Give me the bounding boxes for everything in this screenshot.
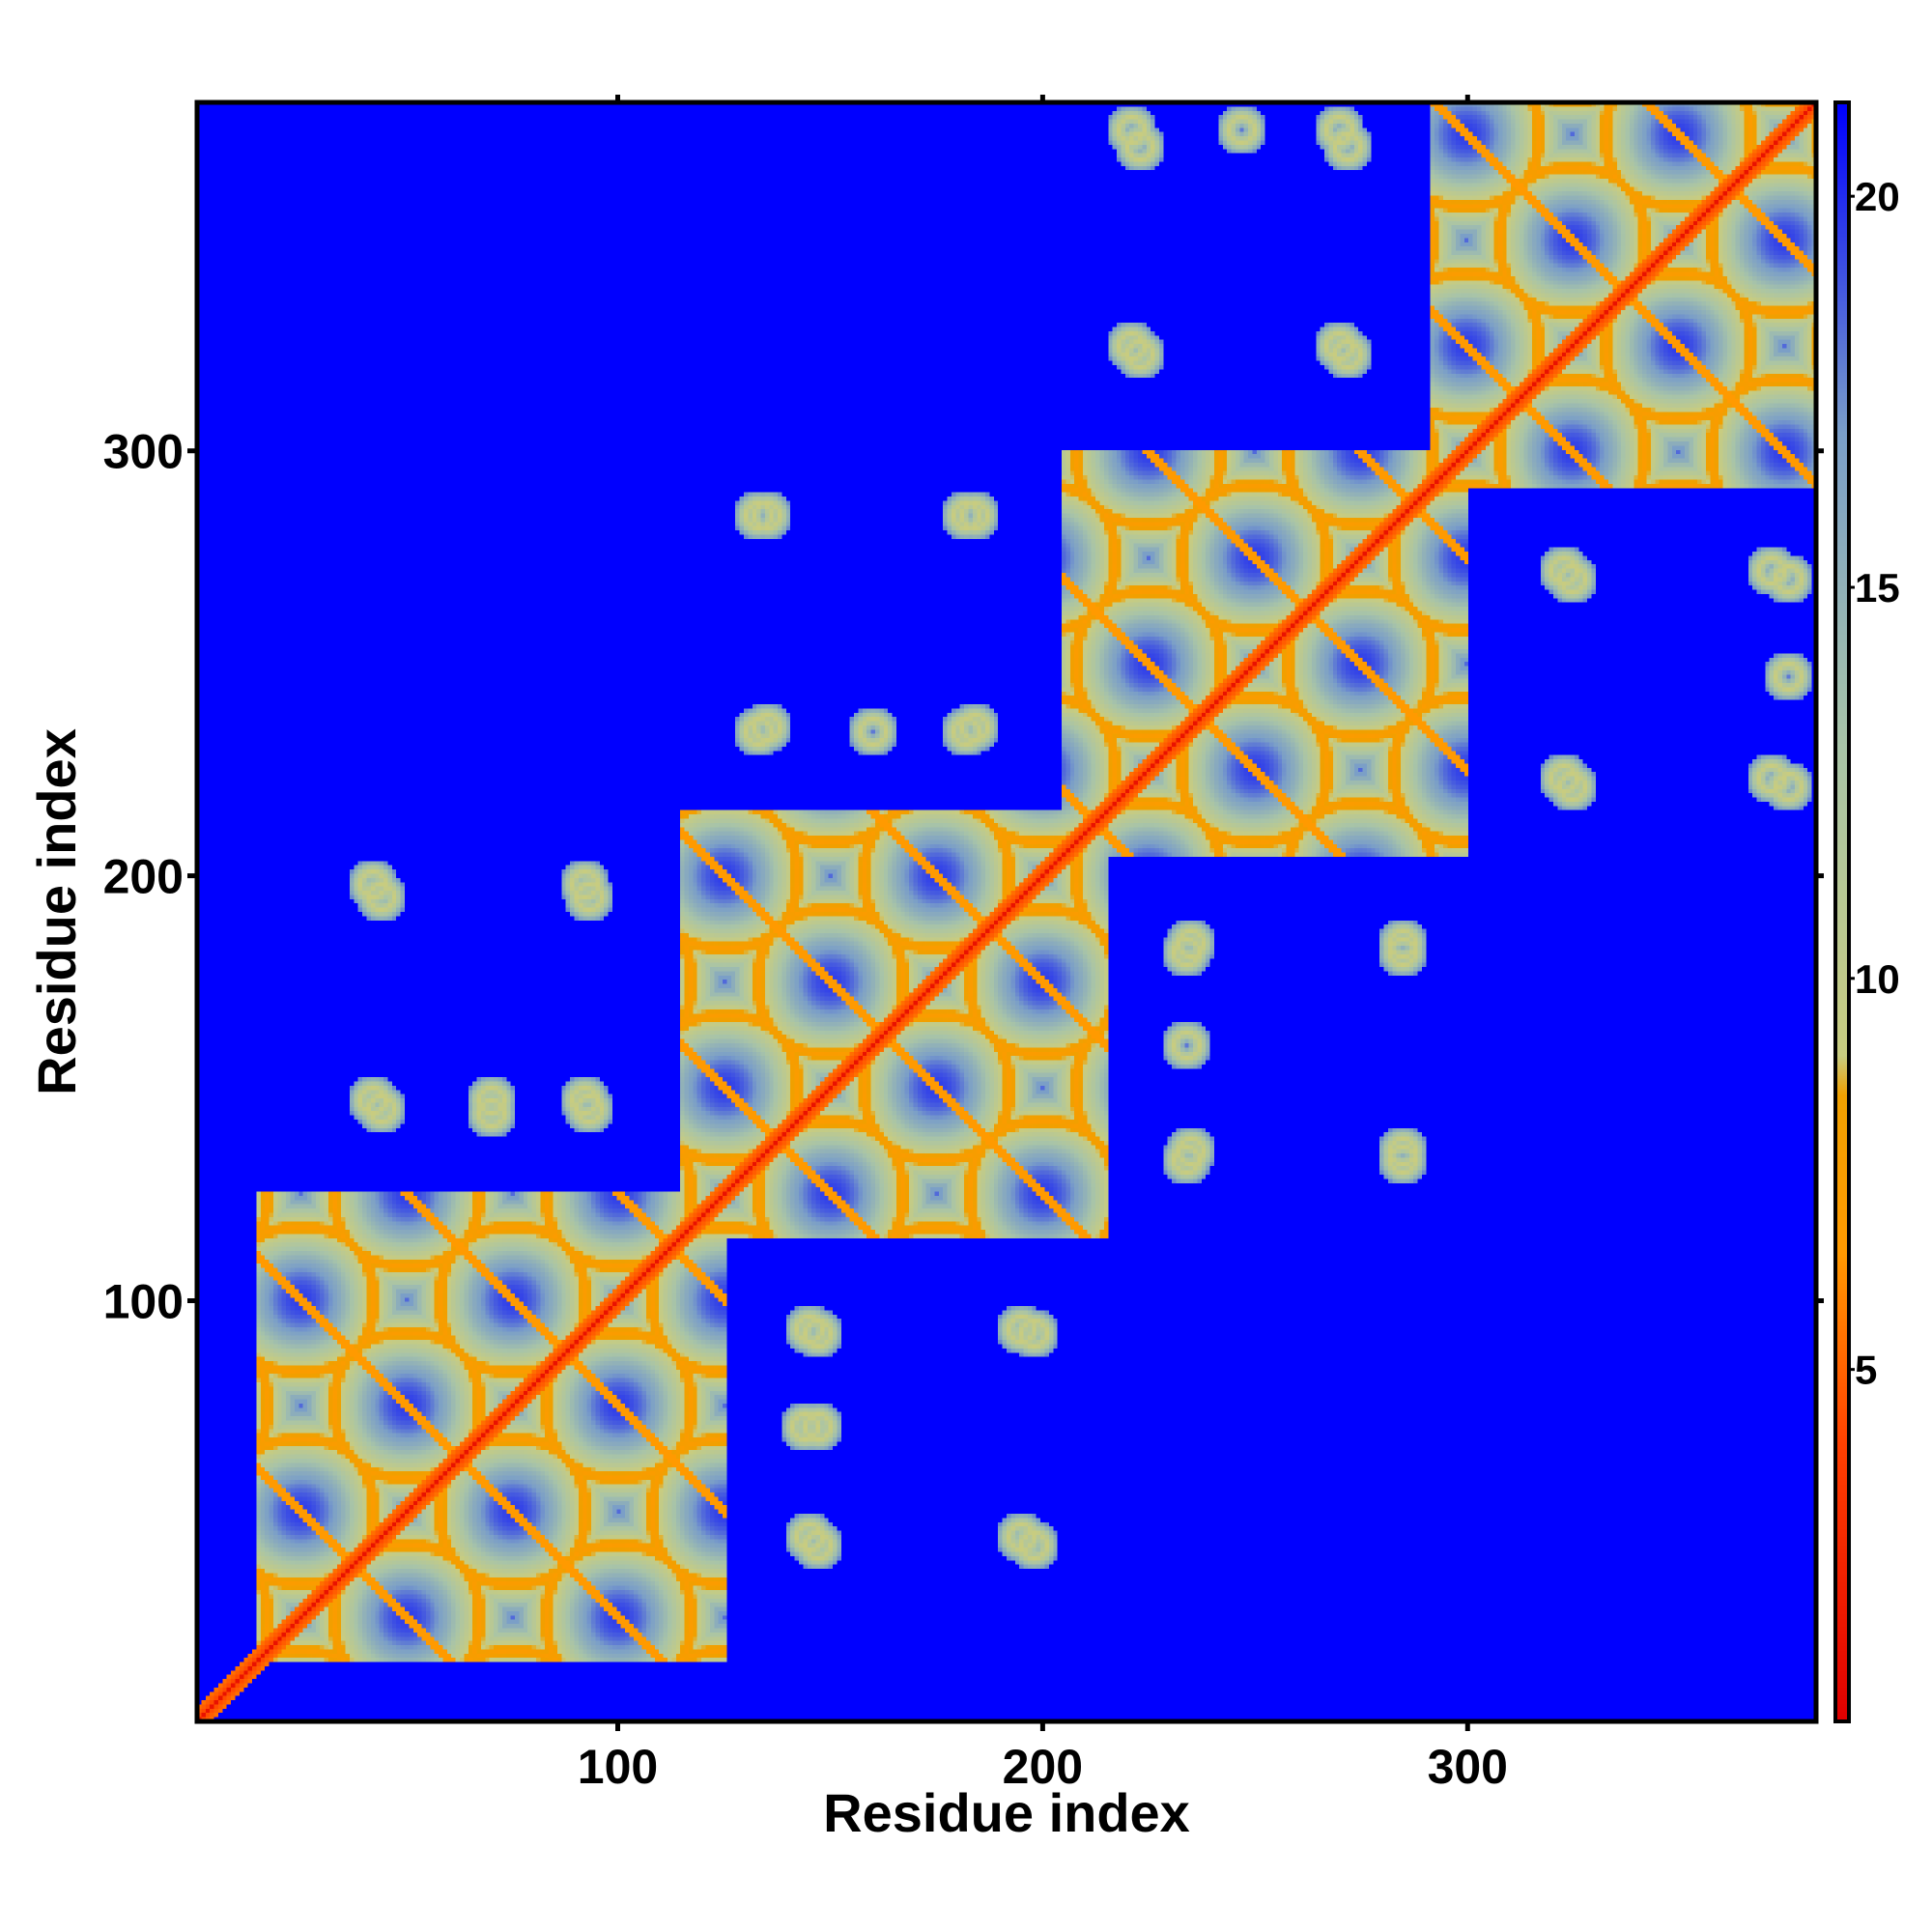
colorbar-frame [1833,100,1851,1723]
x-tick-label: 300 [1428,1740,1508,1794]
y-tick-label: 200 [103,850,184,904]
y-axis-title: Residue index [26,728,87,1095]
y-axis-ticks: 100 200 300 [103,425,1824,1329]
x-tick-label: 100 [578,1740,658,1794]
colorbar-ticks: 5 10 15 20 [1849,174,1900,1393]
plot-frame [194,99,1819,1724]
colorbar-tick-label: 20 [1855,174,1900,219]
heatmap-cells [197,102,1816,1721]
y-tick-label: 100 [103,1275,184,1329]
colorbar-tick-label: 10 [1855,956,1900,1002]
x-tick-label: 200 [1003,1740,1083,1794]
y-tick-label: 300 [103,425,184,479]
x-axis-title: Residue index [823,1782,1190,1843]
x-axis-ticks: 100 200 300 [578,95,1508,1794]
colorbar-tick-label: 5 [1855,1348,1877,1393]
colorbar-tick-label: 15 [1855,565,1900,611]
colorbar-gradient [1835,102,1849,1721]
